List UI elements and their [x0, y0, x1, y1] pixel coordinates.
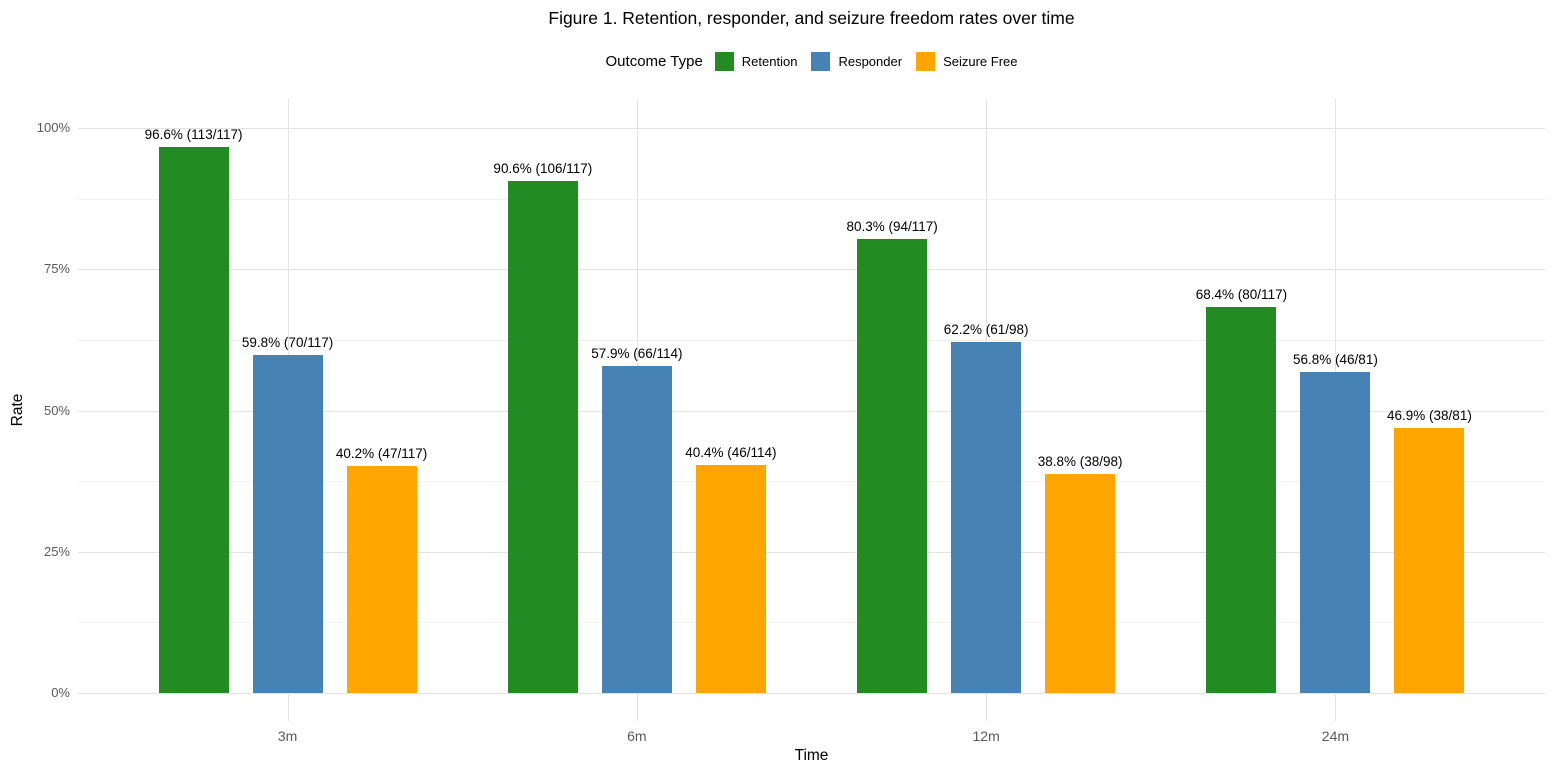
bar-label-seizure-free-6m: 40.4% (46/114): [685, 445, 777, 460]
legend: Outcome Type Retention Responder Seizure F…: [78, 50, 1545, 72]
legend-item-seizure-free: Seizure Free: [916, 51, 1018, 71]
bar-retention-12m: [857, 239, 928, 693]
bar-retention-24m: [1206, 307, 1277, 693]
bar-label-responder-6m: 57.9% (66/114): [591, 346, 683, 361]
bar-label-retention-3m: 96.6% (113/117): [144, 127, 243, 142]
plot-panel: 96.6% (113/117) 90.6% (106/117) 80.3% (94/…: [78, 99, 1545, 721]
x-tick-label-3m: 3m: [277, 728, 298, 744]
bar-seizure-free-12m: [1045, 474, 1116, 693]
bar-seizure-free-6m: [695, 465, 766, 693]
h-gridline-minor: [78, 339, 1545, 341]
bar-responder-12m: [951, 342, 1022, 693]
y-tick-label-50pct: 50%: [43, 402, 70, 418]
bar-responder-3m: [252, 355, 323, 693]
h-gridline-major: [78, 410, 1545, 412]
h-gridline-major: [78, 693, 1545, 694]
y-tick-label-25pct: 25%: [43, 543, 70, 559]
legend-item-retention: Retention: [714, 51, 798, 71]
bar-seizure-free-24m: [1394, 428, 1465, 693]
bar-label-seizure-free-3m: 40.2% (47/117): [335, 446, 428, 461]
bar-label-seizure-free-24m: 46.9% (38/81): [1387, 408, 1472, 423]
h-gridline-major: [78, 128, 1545, 129]
bar-label-seizure-free-12m: 38.8% (38/98): [1037, 454, 1123, 469]
bar-responder-24m: [1300, 372, 1371, 693]
x-tick-label-6m: 6m: [627, 728, 647, 744]
x-tick-label-24m: 24m: [1321, 728, 1350, 744]
bar-label-responder-12m: 62.2% (61/98): [943, 322, 1029, 337]
legend-swatch-responder: [811, 51, 831, 71]
bar-retention-3m: [158, 147, 229, 693]
legend-label-responder: Responder: [838, 53, 903, 69]
chart-title: Figure 1. Retention, responder, and seiz…: [548, 8, 1075, 28]
y-tick-label-100pct: 100%: [36, 120, 70, 135]
x-axis-title: Time: [794, 747, 829, 764]
bar-responder-6m: [601, 366, 672, 693]
h-gridline-minor: [78, 481, 1545, 483]
bar-label-responder-3m: 59.8% (70/117): [241, 335, 334, 350]
y-tick-label-0pct: 0%: [51, 685, 70, 700]
legend-swatch-seizure-free: [916, 51, 936, 71]
bar-label-retention-6m: 90.6% (106/117): [493, 161, 593, 176]
legend-item-responder: Responder: [811, 51, 903, 71]
x-tick-label-12m: 12m: [972, 728, 1000, 744]
bar-label-retention-24m: 68.4% (80/117): [1195, 287, 1288, 302]
h-gridline-major: [78, 269, 1545, 271]
h-gridline-major: [78, 551, 1545, 553]
legend-label-retention: Retention: [741, 53, 798, 69]
legend-title: Outcome Type: [605, 52, 703, 70]
bar-label-retention-12m: 80.3% (94/117): [846, 219, 938, 234]
y-tick-label-75pct: 75%: [43, 261, 70, 277]
h-gridline-minor: [78, 198, 1545, 200]
bar-seizure-free-3m: [346, 466, 417, 693]
bar-label-responder-24m: 56.8% (46/81): [1293, 352, 1378, 367]
legend-swatch-retention: [714, 51, 734, 71]
legend-label-seizure-free: Seizure Free: [943, 53, 1018, 69]
h-gridline-minor: [78, 622, 1545, 624]
bar-retention-6m: [507, 181, 578, 693]
